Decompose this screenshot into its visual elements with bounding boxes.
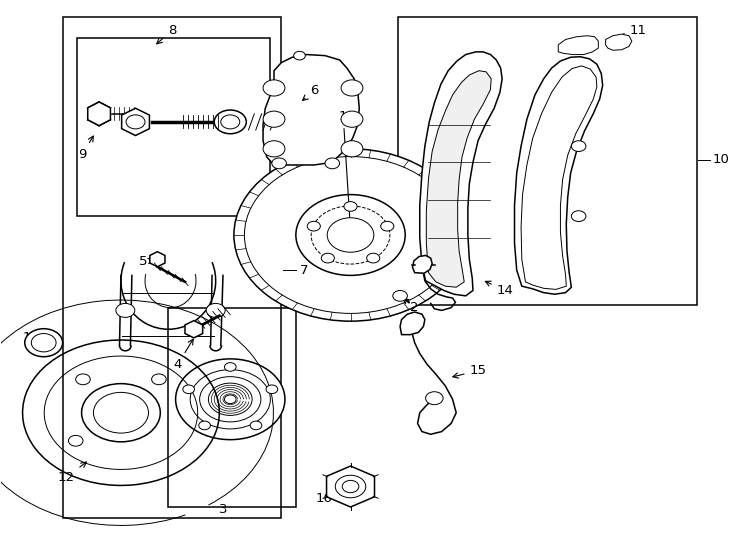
Text: 9: 9 bbox=[78, 136, 93, 161]
Polygon shape bbox=[521, 66, 597, 289]
Circle shape bbox=[152, 374, 166, 384]
Circle shape bbox=[321, 253, 335, 263]
Circle shape bbox=[571, 141, 586, 152]
Text: 5: 5 bbox=[139, 255, 153, 268]
Polygon shape bbox=[263, 55, 359, 165]
Text: 8: 8 bbox=[157, 24, 176, 44]
Text: 12: 12 bbox=[58, 462, 87, 484]
Circle shape bbox=[116, 303, 135, 318]
Circle shape bbox=[206, 303, 225, 318]
Text: 7: 7 bbox=[299, 264, 308, 276]
Text: 1: 1 bbox=[339, 110, 352, 227]
Polygon shape bbox=[88, 102, 110, 126]
Circle shape bbox=[335, 475, 366, 498]
Circle shape bbox=[341, 111, 363, 127]
Circle shape bbox=[272, 158, 286, 168]
Polygon shape bbox=[150, 252, 165, 267]
Circle shape bbox=[263, 80, 285, 96]
Polygon shape bbox=[420, 52, 502, 296]
Circle shape bbox=[214, 110, 247, 134]
Circle shape bbox=[426, 392, 443, 404]
Polygon shape bbox=[559, 36, 598, 55]
Circle shape bbox=[342, 481, 359, 492]
Polygon shape bbox=[327, 466, 374, 507]
Circle shape bbox=[341, 80, 363, 96]
Text: 6: 6 bbox=[302, 84, 319, 100]
Circle shape bbox=[344, 201, 357, 211]
Circle shape bbox=[200, 376, 261, 422]
Circle shape bbox=[325, 158, 340, 168]
Circle shape bbox=[327, 218, 374, 252]
Circle shape bbox=[76, 374, 90, 384]
Text: 11: 11 bbox=[620, 24, 647, 38]
Polygon shape bbox=[413, 255, 432, 273]
Circle shape bbox=[381, 221, 394, 231]
Circle shape bbox=[341, 141, 363, 157]
Circle shape bbox=[571, 211, 586, 221]
Text: 15: 15 bbox=[453, 364, 487, 378]
Circle shape bbox=[190, 370, 270, 429]
Circle shape bbox=[234, 149, 467, 321]
Circle shape bbox=[263, 111, 285, 127]
Polygon shape bbox=[400, 312, 425, 335]
Bar bbox=[168, 308, 296, 507]
Circle shape bbox=[250, 421, 262, 430]
Circle shape bbox=[367, 253, 379, 263]
Bar bbox=[398, 17, 697, 305]
Circle shape bbox=[308, 221, 320, 231]
Circle shape bbox=[68, 435, 83, 446]
Circle shape bbox=[183, 385, 195, 394]
Text: 4: 4 bbox=[174, 339, 193, 371]
Circle shape bbox=[93, 393, 148, 433]
Text: 3: 3 bbox=[219, 503, 228, 516]
Circle shape bbox=[175, 359, 285, 440]
Polygon shape bbox=[122, 108, 150, 136]
Text: 10: 10 bbox=[713, 153, 730, 166]
Circle shape bbox=[81, 383, 160, 442]
Circle shape bbox=[263, 141, 285, 157]
Circle shape bbox=[126, 115, 145, 129]
Circle shape bbox=[266, 385, 277, 394]
Circle shape bbox=[221, 115, 240, 129]
Circle shape bbox=[294, 51, 305, 60]
Text: 14: 14 bbox=[485, 281, 514, 297]
Polygon shape bbox=[426, 71, 491, 287]
Bar bbox=[62, 17, 281, 518]
Circle shape bbox=[244, 157, 457, 313]
Text: 16: 16 bbox=[316, 492, 338, 505]
Circle shape bbox=[32, 334, 56, 352]
Polygon shape bbox=[606, 34, 632, 50]
Circle shape bbox=[393, 291, 407, 301]
Polygon shape bbox=[515, 57, 603, 294]
Circle shape bbox=[225, 395, 236, 403]
Circle shape bbox=[225, 363, 236, 372]
Text: 2: 2 bbox=[403, 299, 419, 314]
Text: 13: 13 bbox=[23, 331, 43, 344]
Circle shape bbox=[296, 194, 405, 275]
Circle shape bbox=[208, 383, 252, 415]
Polygon shape bbox=[185, 321, 203, 338]
Circle shape bbox=[25, 329, 62, 357]
Bar bbox=[77, 38, 270, 216]
Circle shape bbox=[199, 421, 211, 430]
